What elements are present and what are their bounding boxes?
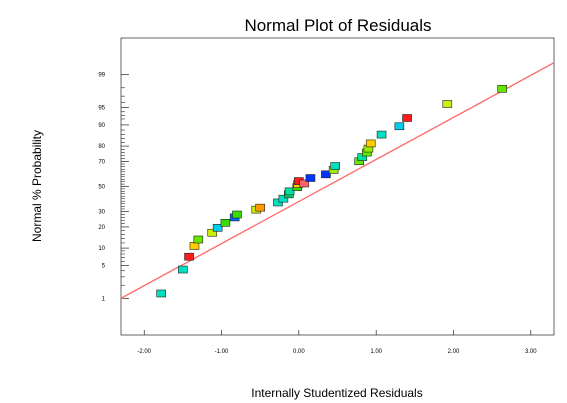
data-point	[394, 122, 405, 131]
x-axis-ticks: -2.00 -1.00 0.00 1.00 2.00 3.00	[137, 330, 537, 355]
y-axis-ticks: 1 5 10 20 30 50 70 80 90 95 99	[98, 73, 129, 302]
plot-area-frame	[120, 37, 555, 336]
y-tick-label: 80	[98, 144, 105, 150]
data-point	[184, 252, 194, 261]
data-point	[207, 228, 218, 237]
y-tick-label: 5	[102, 264, 106, 270]
y-tick-label: 95	[98, 105, 105, 111]
x-tick-label: -1.00	[215, 349, 229, 355]
data-point	[232, 210, 242, 219]
data-point	[305, 174, 316, 182]
data-point	[376, 130, 387, 139]
data-point	[220, 219, 231, 227]
y-axis-title: Normal % Probability	[30, 130, 44, 242]
y-tick-label: 10	[98, 246, 105, 252]
x-tick-label: 2.00	[448, 349, 460, 355]
y-tick-label: 70	[98, 159, 105, 165]
data-point	[156, 289, 167, 298]
y-tick-label: 50	[98, 185, 105, 191]
reference-line-layer	[120, 62, 555, 299]
x-axis-title: Internally Studentized Residuals	[251, 386, 422, 400]
data-point	[278, 194, 289, 203]
data-point	[189, 242, 200, 250]
y-tick-label: 20	[98, 225, 105, 231]
chart-title: Normal Plot of Residuals	[244, 16, 431, 35]
data-point	[212, 224, 223, 232]
x-tick-label: 1.00	[370, 349, 382, 355]
x-tick-label: -2.00	[137, 349, 151, 355]
data-point	[330, 162, 340, 170]
data-points-layer	[156, 84, 507, 298]
reference-line	[120, 62, 555, 299]
y-tick-label: 1	[102, 296, 106, 302]
x-tick-label: 3.00	[525, 349, 537, 355]
data-point	[193, 235, 204, 244]
data-point	[178, 265, 188, 274]
data-point	[497, 84, 507, 93]
data-point	[299, 179, 310, 188]
y-tick-label: 30	[98, 210, 105, 216]
data-point	[284, 187, 295, 196]
data-point	[255, 203, 265, 212]
data-point	[321, 170, 331, 179]
data-point	[442, 100, 453, 108]
x-tick-label: 0.00	[293, 349, 305, 355]
y-tick-label: 99	[98, 73, 105, 79]
y-tick-label: 90	[98, 123, 105, 129]
data-point	[365, 139, 376, 148]
data-point	[402, 114, 412, 122]
